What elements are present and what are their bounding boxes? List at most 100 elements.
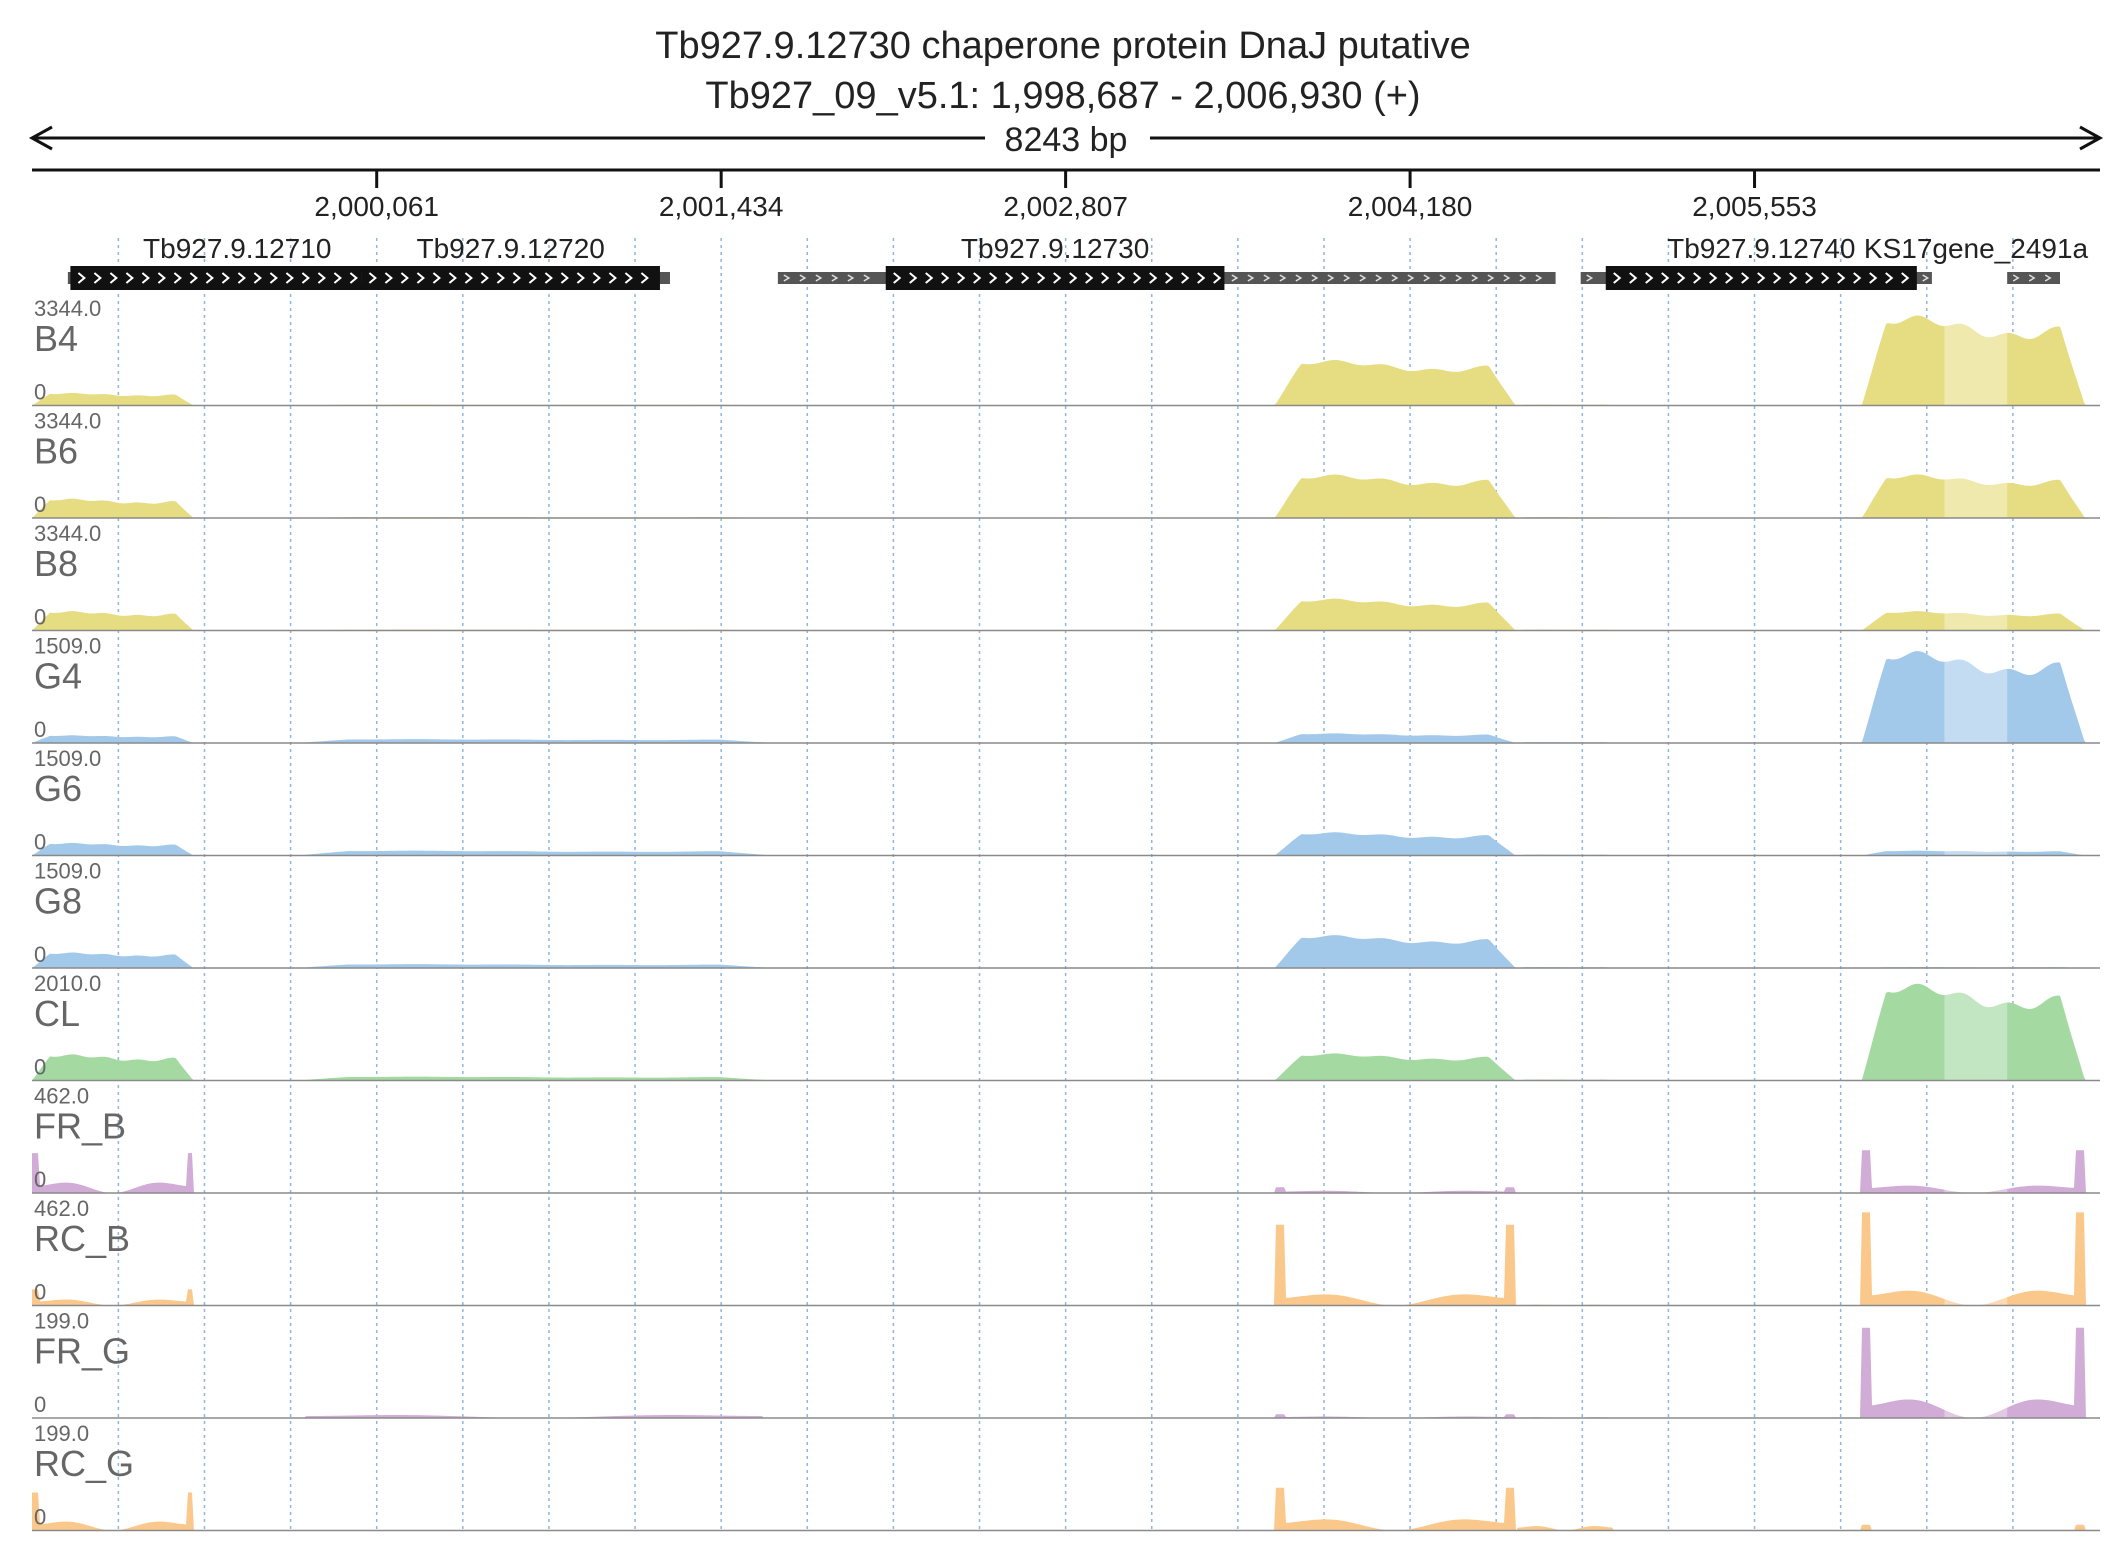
coverage-area	[32, 474, 2090, 518]
gene-label: Tb927.9.12720	[416, 233, 604, 264]
strand-arrow-icon	[1197, 272, 1206, 284]
strand-arrow-icon	[608, 272, 617, 284]
track-max-label: 1509.0	[34, 859, 101, 884]
coverage-area	[32, 983, 2090, 1081]
strand-arrow-icon	[863, 274, 871, 282]
coverage-track-g8: 1509.0G8 0	[32, 859, 2100, 969]
strand-arrow-icon	[799, 274, 807, 282]
strand-arrow-icon	[1165, 272, 1174, 284]
strand-arrow-icon	[1586, 274, 1594, 282]
strand-arrow-icon	[2044, 274, 2052, 282]
highlight-band	[1944, 752, 2008, 856]
strand-arrow-icon	[1535, 274, 1543, 282]
strand-arrow-icon	[1085, 272, 1094, 284]
strand-arrow-icon	[1053, 272, 1062, 284]
coverage-track-rc-b: 462.0RC_B 0	[32, 1196, 2100, 1307]
strand-arrow-icon	[624, 272, 633, 284]
strand-arrow-icon	[1677, 272, 1686, 284]
strand-arrow-icon	[1117, 272, 1126, 284]
strand-arrow-icon	[1503, 274, 1511, 282]
strand-arrow-icon	[1869, 272, 1878, 284]
chart-title: Tb927.9.12730 chaperone protein DnaJ put…	[655, 25, 1470, 67]
track-max-label: 462.0	[34, 1084, 89, 1109]
gene-label: Tb927.9.12730	[961, 233, 1149, 264]
span-label: 8243 bp	[1005, 121, 1128, 159]
strand-arrow-icon	[221, 272, 230, 284]
strand-arrow-icon	[1133, 272, 1142, 284]
highlight-band	[1944, 1089, 2008, 1193]
strand-arrow-icon	[1327, 274, 1335, 282]
track-max-label: 1509.0	[34, 746, 101, 771]
coverage-track-b4: 3344.0B4 0	[32, 296, 2100, 407]
track-name-label: RC_B	[34, 1218, 130, 1259]
strand-arrow-icon	[77, 272, 86, 284]
strand-arrow-icon	[349, 272, 358, 284]
gene-cds-bar	[1605, 266, 1917, 290]
track-min-label: 0	[34, 1280, 46, 1305]
strand-arrow-icon	[1821, 272, 1830, 284]
coverage-area	[32, 651, 2090, 743]
strand-arrow-icon	[957, 272, 966, 284]
strand-arrow-icon	[496, 272, 505, 284]
coverage-track-fr-g: 199.0FR_G 0	[32, 1309, 2100, 1419]
coverage-area	[32, 598, 2090, 631]
strand-arrow-icon	[173, 272, 182, 284]
strand-arrow-icon	[1853, 272, 1862, 284]
track-min-label: 0	[34, 1055, 46, 1080]
track-max-label: 199.0	[34, 1309, 89, 1334]
strand-arrow-icon	[1231, 274, 1239, 282]
coverage-area	[32, 832, 2090, 856]
strand-arrow-icon	[1613, 272, 1622, 284]
strand-arrow-icon	[847, 274, 855, 282]
track-name-label: B4	[34, 318, 78, 359]
highlight-band	[1944, 527, 2008, 631]
tick-label: 2,000,061	[314, 191, 439, 222]
track-name-label: B8	[34, 543, 78, 584]
strand-arrow-icon	[1645, 272, 1654, 284]
strand-arrow-icon	[448, 272, 457, 284]
tick-label: 2,005,553	[1692, 191, 1817, 222]
strand-arrow-icon	[783, 274, 791, 282]
strand-arrow-icon	[1725, 272, 1734, 284]
coverage-area	[32, 935, 2090, 968]
coverage-tracks: 3344.0B403344.0B603344.0B801509.0G401509…	[32, 296, 2100, 1532]
strand-arrow-icon	[1247, 274, 1255, 282]
strand-arrow-icon	[1741, 272, 1750, 284]
strand-arrow-icon	[141, 272, 150, 284]
strand-arrow-icon	[285, 272, 294, 284]
strand-arrow-icon	[925, 272, 934, 284]
highlight-band	[1944, 1314, 2008, 1418]
strand-arrow-icon	[464, 272, 473, 284]
strand-arrow-icon	[1709, 272, 1718, 284]
highlight-band	[1944, 977, 2008, 1081]
strand-arrow-icon	[205, 272, 214, 284]
strand-arrow-icon	[1005, 272, 1014, 284]
strand-arrow-icon	[528, 272, 537, 284]
strand-arrow-icon	[1279, 274, 1287, 282]
strand-arrow-icon	[1311, 274, 1319, 282]
strand-arrow-icon	[384, 272, 393, 284]
coverage-track-g4: 1509.0G4 0	[32, 634, 2100, 744]
gene-cds-bar	[70, 266, 405, 290]
strand-arrow-icon	[400, 272, 409, 284]
strand-arrow-icon	[893, 272, 902, 284]
track-min-label: 0	[34, 605, 46, 630]
strand-arrow-icon	[989, 272, 998, 284]
track-name-label: CL	[34, 993, 80, 1034]
gene-label: Tb927.9.12710	[143, 233, 331, 264]
strand-arrow-icon	[1391, 274, 1399, 282]
track-max-label: 3344.0	[34, 296, 101, 321]
track-min-label: 0	[34, 1505, 46, 1530]
strand-arrow-icon	[576, 272, 585, 284]
strand-arrow-icon	[253, 272, 262, 284]
strand-arrow-icon	[1757, 272, 1766, 284]
track-max-label: 1509.0	[34, 634, 101, 659]
strand-arrow-icon	[416, 272, 425, 284]
strand-arrow-icon	[1661, 272, 1670, 284]
strand-arrow-icon	[1343, 274, 1351, 282]
track-min-label: 0	[34, 942, 46, 967]
gene-annotation-track: Tb927.9.12710 Tb927.9.12720 Tb927.9.12730 T…	[67, 233, 2089, 290]
track-name-label: FR_B	[34, 1106, 126, 1147]
strand-arrow-icon	[2028, 274, 2036, 282]
